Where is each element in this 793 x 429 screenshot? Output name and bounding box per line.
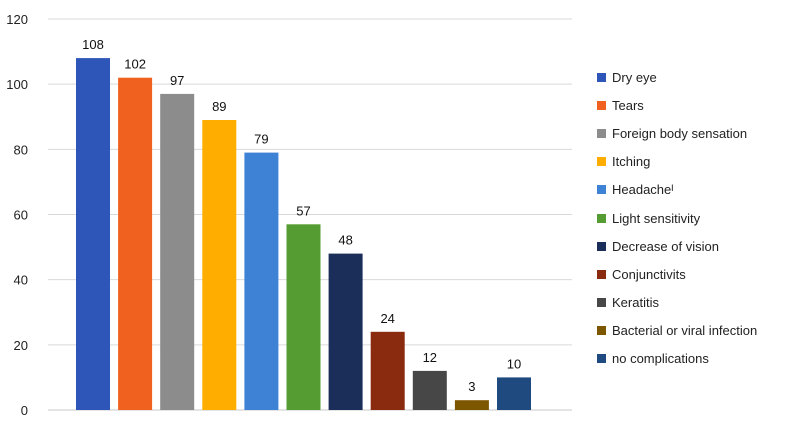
legend-swatch xyxy=(597,157,606,167)
legend-label: Light sensitivity xyxy=(612,210,701,226)
legend-label: no complications xyxy=(612,351,709,367)
bar xyxy=(370,331,405,410)
legend-label: Foreign body sensation xyxy=(612,125,748,141)
legend-swatch xyxy=(597,241,606,251)
data-label: 79 xyxy=(254,132,268,147)
data-label: 24 xyxy=(380,311,394,326)
legend-item: Headacheᴵ xyxy=(597,176,787,204)
legend-item: Conjunctivits xyxy=(597,260,787,288)
legend-swatch xyxy=(597,354,606,364)
bar xyxy=(244,152,279,410)
legend-item: Light sensitivity xyxy=(597,204,787,232)
bar xyxy=(328,253,363,410)
legend-swatch xyxy=(597,100,606,110)
data-label: 3 xyxy=(468,379,475,394)
bar xyxy=(286,224,321,410)
y-tick-label: 80 xyxy=(14,142,28,157)
legend-item: Itching xyxy=(597,148,787,176)
data-label: 102 xyxy=(124,57,146,72)
legend-item: Dry eye xyxy=(597,63,787,91)
legend-swatch xyxy=(597,269,606,279)
y-axis-tick-labels: 0 20 40 60 80 100 120 xyxy=(6,12,28,418)
legend-swatch xyxy=(597,326,606,336)
data-label: 89 xyxy=(212,99,226,114)
y-tick-label: 100 xyxy=(6,77,28,92)
legend-label: Keratitis xyxy=(612,295,659,311)
legend-swatch xyxy=(597,128,606,138)
legend-swatch xyxy=(597,72,606,82)
legend-label: Headacheᴵ xyxy=(612,182,674,198)
bar xyxy=(118,77,153,410)
legend-item: Keratitis xyxy=(597,289,787,317)
legend-label: Itching xyxy=(612,154,651,170)
data-label: 12 xyxy=(423,350,437,365)
legend-label: Bacterial or viral infection xyxy=(612,323,758,339)
y-tick-label: 120 xyxy=(6,12,28,27)
legend-label: Conjunctivits xyxy=(612,266,686,282)
bar xyxy=(412,370,447,410)
data-label: 48 xyxy=(338,233,352,248)
y-tick-label: 20 xyxy=(14,338,28,353)
legend-item: Bacterial or viral infection xyxy=(597,317,787,345)
legend-swatch xyxy=(597,213,606,223)
data-label: 97 xyxy=(170,73,184,88)
legend-label: Tears xyxy=(612,97,644,113)
bars xyxy=(76,58,531,411)
bar xyxy=(76,58,110,410)
legend-item: Decrease of vision xyxy=(597,232,787,260)
legend-item: Tears xyxy=(597,91,787,119)
legend-swatch xyxy=(597,298,606,308)
data-label: 10 xyxy=(507,356,521,371)
bar xyxy=(454,400,489,410)
legend-item: no complications xyxy=(597,345,787,373)
bar xyxy=(202,120,237,410)
bar xyxy=(497,377,531,410)
legend: Dry eye Tears Foreign body sensation Itchin… xyxy=(597,63,787,373)
data-label: 108 xyxy=(82,37,104,52)
data-labels: 108 102 97 89 79 57 48 24 12 3 10 xyxy=(82,37,521,394)
legend-label: Dry eye xyxy=(612,69,657,85)
legend-item: Foreign body sensation xyxy=(597,119,787,147)
bar xyxy=(160,93,195,411)
y-tick-label: 40 xyxy=(14,273,28,288)
y-tick-label: 0 xyxy=(21,403,28,418)
legend-swatch xyxy=(597,185,606,195)
legend-label: Decrease of vision xyxy=(612,238,719,254)
y-tick-label: 60 xyxy=(14,208,28,223)
data-label: 57 xyxy=(296,203,310,218)
